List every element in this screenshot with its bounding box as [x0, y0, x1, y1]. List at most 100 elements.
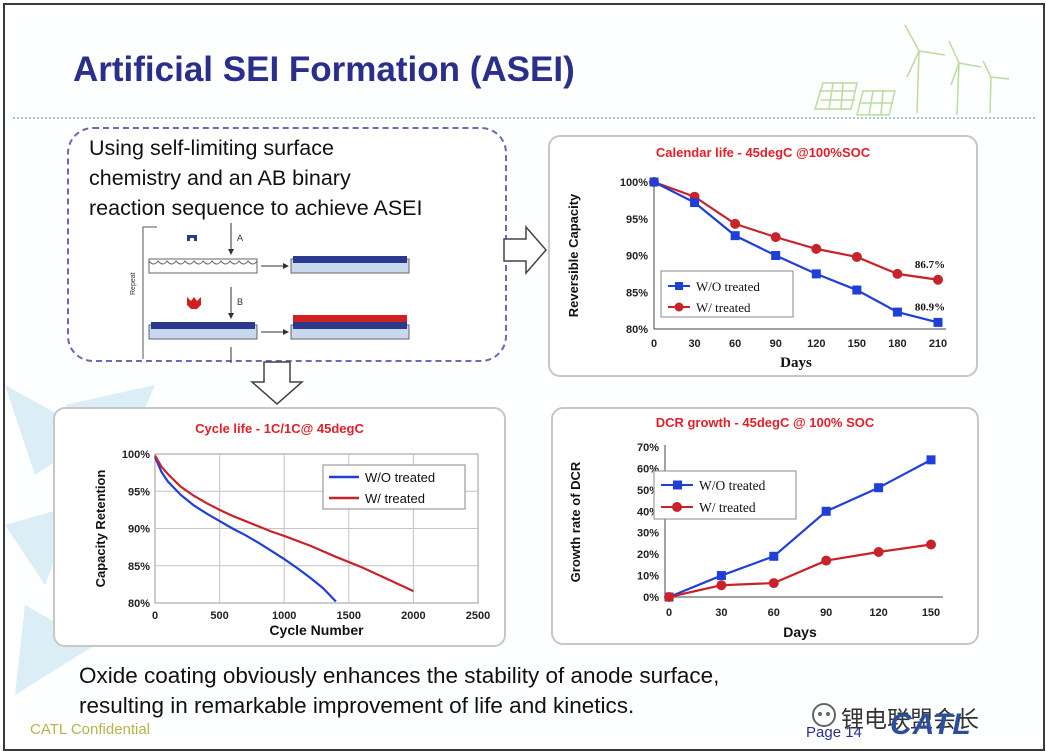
series-line	[668, 543, 932, 599]
intro-box: Using self-limiting surface chemistry an…	[67, 127, 507, 363]
intro-text: Using self-limiting surface chemistry an…	[89, 133, 499, 223]
x-tick-label: 60	[768, 607, 780, 619]
y-tick-label: 10%	[637, 571, 659, 583]
x-tick-label: 0	[152, 610, 158, 622]
wechat-icon	[812, 703, 836, 727]
x-tick-label: 1500	[337, 610, 361, 622]
calendar-life-chart: 80% 85% 90% 95% 100% 0 30 60 90 120 150 180 210 Days R…	[566, 177, 947, 371]
watermark-text: 锂电联盟会长	[841, 707, 979, 733]
precursor-b-molecule	[187, 297, 201, 309]
x-tick-label: 30	[688, 338, 700, 350]
x-axis-label: Cycle Number	[269, 622, 364, 638]
data-point	[852, 285, 862, 295]
legend-box	[660, 270, 794, 318]
y-tick-label: 0%	[643, 592, 659, 604]
x-tick-label: 60	[729, 338, 741, 350]
series-line	[154, 454, 414, 593]
y-tick-label: 70%	[637, 442, 659, 454]
x-tick-label: 0	[666, 607, 672, 619]
x-tick-label: 2000	[401, 610, 425, 622]
data-point	[874, 483, 884, 493]
data-point	[769, 551, 779, 561]
data-point	[716, 571, 726, 581]
legend-label: W/O treated	[365, 470, 435, 485]
series-line	[653, 180, 939, 281]
x-tick-label: 120	[807, 338, 825, 350]
data-point	[730, 218, 741, 229]
slide-title: Artificial SEI Formation (ASEI)	[73, 50, 575, 89]
data-point	[811, 269, 821, 279]
data-point	[771, 251, 781, 260]
data-point	[933, 274, 943, 285]
series-line	[653, 181, 939, 324]
page-number: Page 14	[806, 724, 862, 741]
right-arrow-icon	[503, 225, 547, 275]
x-tick-label: 2500	[466, 610, 490, 622]
x-tick-label: 1000	[272, 610, 296, 622]
conclusion-line: resulting in remarkable improvement of l…	[79, 693, 635, 718]
data-point	[851, 251, 862, 262]
y-axis-label: Growth rate of DCR	[568, 461, 583, 582]
y-tick-label: 85%	[128, 561, 150, 573]
x-tick-label: 90	[770, 338, 782, 350]
y-tick-label: 30%	[637, 528, 659, 540]
precursor-a-molecule	[187, 235, 197, 241]
y-axis-label: Capacity Retention	[93, 470, 108, 588]
x-tick-label: 180	[888, 338, 906, 350]
x-tick-label: 30	[715, 607, 727, 619]
intro-line: reaction sequence to achieve ASEI	[89, 196, 423, 220]
x-tick-label: 150	[922, 607, 940, 619]
legend-marker	[674, 302, 684, 312]
y-tick-label: 100%	[122, 449, 150, 461]
legend-marker	[673, 480, 682, 490]
chart-title: Calendar life - 45degC @100%SOC	[655, 145, 871, 160]
y-tick-label: 80%	[128, 598, 150, 610]
step-b-label: B	[237, 297, 243, 307]
y-axis-label: Reversible Capacity	[566, 193, 581, 317]
data-point	[821, 506, 831, 516]
step-a-label: A	[237, 233, 243, 243]
calendar-life-panel: Calendar life - 45degC @100%SOC 80% 85% 90…	[548, 135, 978, 377]
y-tick-label: 100%	[620, 177, 648, 189]
intro-line: chemistry and an AB binary	[89, 166, 351, 190]
x-tick-label: 120	[869, 607, 887, 619]
y-tick-label: 95%	[626, 214, 648, 226]
data-point	[664, 592, 674, 602]
data-point	[892, 307, 902, 317]
data-point	[716, 580, 727, 591]
data-point	[821, 555, 832, 566]
confidential-label: CATL Confidential	[30, 721, 151, 738]
data-point	[892, 268, 903, 279]
data-point	[649, 177, 659, 187]
x-tick-label: 0	[651, 338, 657, 350]
y-tick-label: 20%	[637, 549, 659, 561]
data-point	[770, 232, 781, 243]
catl-logo: CATL	[890, 708, 972, 741]
data-annotation: 80.9%	[915, 301, 945, 313]
x-axis-label: Days	[783, 624, 817, 640]
repeat-label: Repeat	[130, 272, 137, 295]
y-tick-label: 90%	[626, 251, 648, 263]
legend-label: W/ treated	[696, 300, 751, 315]
down-arrow-icon	[250, 361, 304, 405]
title-divider	[13, 117, 1035, 119]
intro-line: Using self-limiting surface	[89, 136, 334, 160]
x-tick-label: 500	[210, 610, 228, 622]
renewable-energy-decoration	[813, 24, 1010, 116]
conclusion-line: Oxide coating obviously enhances the sta…	[79, 663, 720, 688]
data-point	[926, 455, 936, 465]
conclusion-text: Oxide coating obviously enhances the sta…	[79, 661, 719, 721]
y-tick-label: 80%	[626, 324, 648, 336]
legend-label: W/ treated	[699, 500, 756, 515]
x-tick-label: 90	[820, 607, 832, 619]
y-tick-label: 95%	[128, 486, 150, 498]
legend-label: W/ treated	[365, 491, 425, 506]
cycle-life-chart: 80% 85% 90% 95% 100% 0 500 1000 1500 2000 2500 Cycl…	[93, 449, 490, 638]
x-axis-label: Days	[780, 355, 812, 371]
legend-box	[322, 464, 466, 510]
series-line	[153, 456, 337, 603]
legend-marker	[675, 282, 683, 290]
data-point	[811, 243, 822, 254]
chart-title: Cycle life - 1C/1C@ 45degC	[195, 421, 364, 436]
data-point	[768, 578, 779, 589]
